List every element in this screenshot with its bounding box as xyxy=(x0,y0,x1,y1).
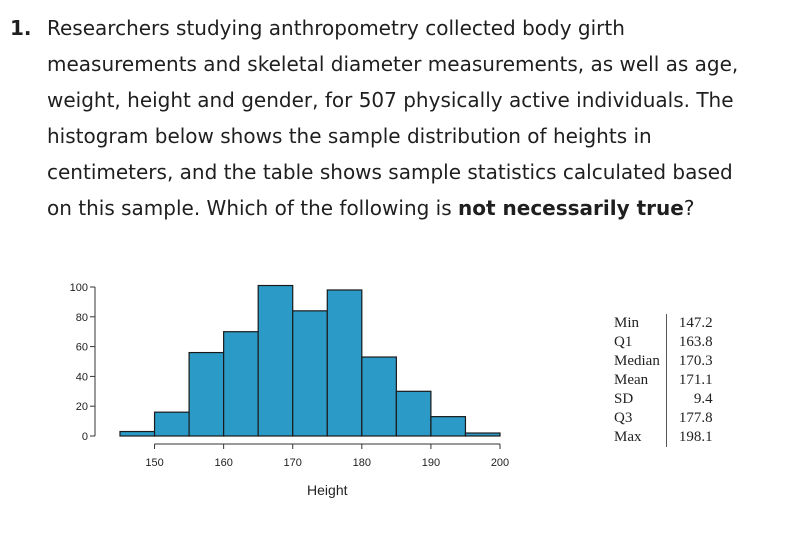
x-tick-label: 150 xyxy=(145,457,163,469)
histogram-bar xyxy=(464,432,501,437)
question-line: histogram below shows the sample distrib… xyxy=(47,124,652,148)
question-emphasis: not necessarily true xyxy=(458,196,684,220)
question-text-prefix: on this sample. Which of the following i… xyxy=(47,196,459,220)
x-axis-title: Height xyxy=(307,482,348,498)
stats-row: Mean 171.1 xyxy=(614,371,713,390)
histogram-bar xyxy=(188,351,225,437)
y-tick-label: 40 xyxy=(76,371,88,383)
x-tick-label: 160 xyxy=(214,457,232,469)
stats-value: 177.8 xyxy=(678,410,713,426)
stats-value: 9.4 xyxy=(693,391,713,407)
y-tick-label: 0 xyxy=(82,431,88,443)
stats-label: Q1 xyxy=(614,333,667,352)
y-tick-label: 60 xyxy=(76,342,88,354)
x-tick-label: 180 xyxy=(353,457,371,469)
stats-row: Q1 163.8 xyxy=(614,333,713,352)
stats-row: Q3 177.8 xyxy=(614,409,713,428)
stats-row: Median 170.3 xyxy=(614,352,713,371)
stats-row: Max 198.1 xyxy=(614,428,713,447)
histogram-bar xyxy=(119,430,156,437)
histogram-bar xyxy=(223,331,259,437)
question-text-suffix: ? xyxy=(683,196,695,220)
histogram-bar xyxy=(292,310,328,437)
stats-label: Min xyxy=(614,314,667,333)
y-tick-label: 80 xyxy=(76,312,88,324)
height-histogram: 0 20 40 60 80 100 150 160 170 180 190 200 Height xyxy=(70,282,510,498)
question-last-line: on this sample. Which of the following i… xyxy=(47,190,787,226)
stats-label: Max xyxy=(614,428,667,447)
stats-value: 198.1 xyxy=(678,429,713,445)
x-axis: 150 160 170 180 190 200 xyxy=(145,443,509,469)
histogram-bar xyxy=(326,289,363,437)
question-text: Researchers studying anthropometry colle… xyxy=(47,10,787,226)
question-line: measurements and skeletal diameter measu… xyxy=(47,52,739,76)
y-axis: 0 20 40 60 80 100 xyxy=(70,282,96,443)
stats-row: SD 9.4 xyxy=(614,390,713,409)
histogram-bar xyxy=(361,356,397,437)
stats-table: Min 147.2 Q1 163.8 Median 170.3 Mean 171.1 SD 9.4… xyxy=(614,314,713,447)
stats-label: SD xyxy=(614,390,667,409)
question-line: centimeters, and the table shows sample … xyxy=(47,160,733,184)
stats-row: Min 147.2 xyxy=(614,314,713,333)
question-line: weight, height and gender, for 507 physi… xyxy=(47,88,734,112)
stats-label: Mean xyxy=(614,371,667,390)
histogram-bar xyxy=(153,411,190,437)
stats-value: 163.8 xyxy=(678,334,713,350)
histogram-bar xyxy=(395,390,432,437)
histogram-bar xyxy=(257,284,294,437)
stats-table-body: Min 147.2 Q1 163.8 Median 170.3 Mean 171.1 SD 9.4… xyxy=(614,314,713,447)
histogram-bar xyxy=(430,416,467,437)
stats-value: 171.1 xyxy=(678,372,713,388)
histogram-bars xyxy=(119,284,501,437)
stats-label: Median xyxy=(614,352,667,371)
stats-value: 170.3 xyxy=(678,353,713,369)
x-tick-label: 200 xyxy=(491,457,509,469)
question-number: 1. xyxy=(10,16,32,40)
stats-label: Q3 xyxy=(614,409,667,428)
question-line: Researchers studying anthropometry colle… xyxy=(47,16,625,40)
x-tick-label: 190 xyxy=(422,457,440,469)
y-tick-label: 20 xyxy=(76,401,88,413)
stats-value: 147.2 xyxy=(678,315,713,331)
y-tick-label: 100 xyxy=(70,282,88,294)
x-tick-label: 170 xyxy=(284,457,302,469)
